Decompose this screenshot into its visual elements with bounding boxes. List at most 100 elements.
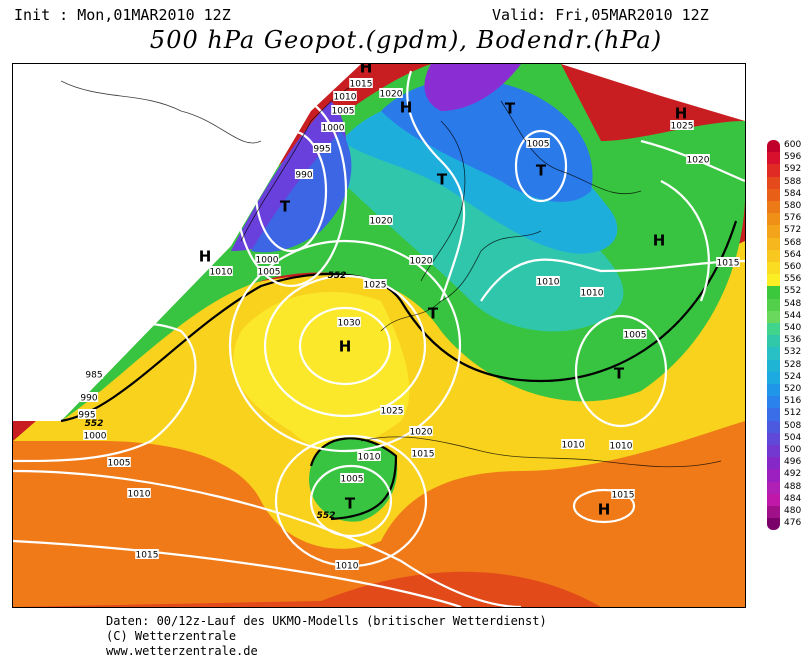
svg-text:1010: 1010 — [581, 289, 604, 299]
high-pressure-marker: H — [339, 338, 352, 356]
isobar-label: 1015 — [611, 489, 635, 501]
scale-label: 484 — [784, 493, 802, 504]
scale-swatch — [767, 225, 780, 238]
svg-text:995: 995 — [313, 145, 330, 155]
scale-swatch — [767, 188, 780, 201]
low-pressure-marker: T — [280, 198, 291, 216]
svg-text:1015: 1015 — [612, 491, 635, 501]
svg-text:1010: 1010 — [334, 93, 357, 103]
isobar-label: 1025 — [670, 120, 694, 132]
footer: Daten: 00/12z-Lauf des UKMO-Modells (bri… — [106, 614, 547, 659]
scale-swatch — [767, 347, 780, 360]
isobar-label: 1010 — [357, 451, 381, 463]
scale-swatch — [767, 408, 780, 421]
isobar-label: 1015 — [716, 257, 740, 269]
svg-text:1015: 1015 — [412, 450, 435, 460]
isobar-label: 990 — [79, 392, 99, 404]
scale-swatch — [767, 152, 780, 165]
svg-text:1010: 1010 — [610, 442, 633, 452]
scale-swatch — [767, 249, 780, 262]
high-pressure-marker: H — [360, 64, 373, 77]
color-scale-legend: 600 596 592 588 584 580 576 572 568 564 560 556 552 5… — [767, 140, 812, 535]
footer-copyright: (C) Wetterzentrale — [106, 629, 237, 643]
scale-label: 516 — [784, 396, 802, 407]
svg-text:985: 985 — [85, 371, 102, 381]
scale-label: 500 — [784, 445, 802, 455]
svg-text:1005: 1005 — [108, 459, 131, 469]
svg-text:1025: 1025 — [364, 281, 387, 291]
isobar-line — [480, 258, 745, 302]
isobar-line — [13, 469, 522, 607]
scale-label: 540 — [784, 323, 802, 333]
isobar-label: 1000 — [83, 430, 107, 442]
geopotential-label: 552 — [85, 419, 104, 429]
isobar-label: 1005 — [526, 138, 550, 150]
svg-text:1010: 1010 — [358, 453, 381, 463]
scale-swatch — [767, 164, 780, 177]
svg-text:1005: 1005 — [624, 331, 647, 341]
scale-label: 588 — [784, 176, 802, 187]
isobar-label: 1030 — [337, 317, 361, 329]
coastline — [500, 100, 642, 195]
isobar-label: 1020 — [369, 215, 393, 227]
isobar-label: 995 — [312, 143, 332, 155]
scale-label: 600 — [784, 140, 802, 150]
isobar-label: 1020 — [379, 88, 403, 100]
isobar-label: 1010 — [580, 287, 604, 299]
geopotential-label: 552 — [317, 511, 336, 521]
scale-label: 476 — [784, 518, 802, 529]
scale-swatch — [767, 140, 780, 153]
isobar-label: 1015 — [135, 549, 159, 561]
svg-text:1010: 1010 — [336, 562, 359, 572]
isobar-label: 1015 — [411, 448, 435, 460]
isobar-ring — [514, 129, 568, 203]
scale-label: 492 — [784, 469, 802, 480]
isobar-label: 1000 — [255, 254, 279, 266]
scale-swatch — [767, 457, 780, 470]
svg-text:1010: 1010 — [128, 490, 151, 500]
scale-label: 524 — [784, 371, 802, 382]
isobar-labels: 1015 1020 1010 1005 1000 995 990 1005 1025 1020 10… — [77, 78, 740, 572]
isobar-line — [13, 322, 197, 463]
field-blue — [381, 79, 593, 202]
scale-label: 548 — [784, 298, 802, 309]
isobar-label: 1025 — [363, 279, 387, 291]
scale-label: 556 — [784, 274, 802, 285]
svg-text:1005: 1005 — [332, 107, 355, 117]
scale-swatch — [767, 335, 780, 348]
scale-swatch — [767, 371, 780, 384]
geopotential-labels: 552 552 552 — [85, 271, 347, 521]
svg-text:1005: 1005 — [341, 475, 364, 485]
low-pressure-marker: T — [536, 162, 547, 180]
scale-label: 528 — [784, 359, 802, 370]
svg-text:1015: 1015 — [350, 80, 373, 90]
scale-label: 576 — [784, 213, 802, 224]
isobar-label: 1010 — [127, 488, 151, 500]
isobar-ring — [254, 129, 328, 253]
scale-label: 552 — [784, 286, 802, 297]
scale-swatch — [767, 286, 780, 299]
scale-label: 480 — [784, 506, 802, 516]
scale-label: 564 — [784, 249, 802, 260]
isobar-ring — [574, 314, 668, 428]
valid-time: Valid: Fri,05MAR2010 12Z — [492, 6, 709, 24]
init-time: Init : Mon,01MAR2010 12Z — [14, 6, 231, 24]
field-yellow-bright — [233, 292, 410, 450]
scale-swatch — [767, 298, 780, 311]
isobar-label: 1005 — [107, 457, 131, 469]
contour-552 — [60, 220, 738, 521]
svg-text:1020: 1020 — [687, 156, 710, 166]
svg-text:1005: 1005 — [527, 140, 550, 150]
isobar-ring — [572, 488, 636, 524]
isobar-line — [13, 539, 462, 607]
isobar-ring — [298, 306, 392, 386]
high-pressure-marker: H — [598, 501, 611, 519]
isobar-label: 1010 — [333, 91, 357, 103]
footer-data-source: Daten: 00/12z-Lauf des UKMO-Modells (bri… — [106, 614, 547, 628]
svg-text:1020: 1020 — [370, 217, 393, 227]
scale-label: 580 — [784, 201, 802, 211]
isobar-ring — [263, 274, 427, 418]
low-pressure-marker: T — [505, 100, 516, 118]
scale-swatch — [767, 323, 780, 336]
scale-swatch — [767, 481, 780, 494]
